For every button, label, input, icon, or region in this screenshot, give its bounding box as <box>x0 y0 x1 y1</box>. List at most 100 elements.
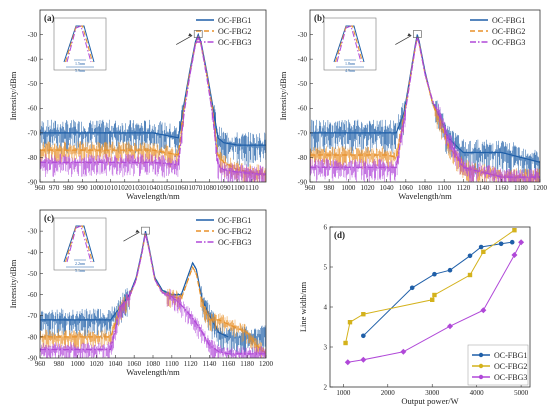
y-tick-label: -60 <box>28 105 38 113</box>
legend-entry: OC-FBG3 <box>218 238 251 247</box>
y-tick-label: -70 <box>28 129 38 137</box>
inset-arrow <box>123 231 140 242</box>
legend-marker <box>478 352 484 358</box>
y-tick-label: 3 <box>324 343 328 351</box>
legend: OC-FBG1 OC-FBG2 OC-FBG3 <box>196 16 251 47</box>
legend-entry: OC-FBG2 <box>492 27 525 36</box>
inset-arrow-head <box>407 33 412 37</box>
x-tick-label: 1200 <box>259 360 274 368</box>
y-tick-label: -50 <box>28 80 38 88</box>
x-axis-label: Wavelength/nm <box>126 191 180 201</box>
x-tick-label: 1090 <box>217 184 232 192</box>
y-tick-label: -70 <box>298 129 308 137</box>
y-tick-label: -30 <box>28 31 38 39</box>
data-point <box>478 244 484 250</box>
data-point <box>447 323 453 330</box>
x-tick-label: 1160 <box>221 360 235 368</box>
series-line-3 <box>310 36 540 178</box>
y-tick-label: -30 <box>298 31 308 39</box>
x-tick-label: 960 <box>35 360 46 368</box>
data-point <box>409 285 415 291</box>
x-tick-label: 1060 <box>127 360 142 368</box>
x-tick-label: 1030 <box>132 184 147 192</box>
panel-b: 960 980 1000 1020 1040 1060 1080 1100 1120 1140 11… <box>278 9 548 201</box>
y-tick-label: -50 <box>28 270 38 278</box>
inset-curve <box>65 225 93 263</box>
y-tick-label: -90 <box>298 178 308 186</box>
y-tick-label: -40 <box>28 249 38 257</box>
y-tick-label: -90 <box>28 178 38 186</box>
panel-a: 960 970 980 990 1000 1010 1020 1030 1040 1050 1060… <box>8 9 267 201</box>
plot-area <box>40 230 266 358</box>
x-tick-label: 1040 <box>146 184 161 192</box>
data-point <box>432 271 437 277</box>
x-tick-label: 980 <box>54 360 65 368</box>
y-tick-label: -60 <box>28 291 38 299</box>
inset-arrow <box>395 35 412 45</box>
x-axis-label: Output power/W <box>401 396 458 406</box>
x-tick-label: 1000 <box>71 360 86 368</box>
legend-entry: OC-FBG2 <box>218 27 251 36</box>
data-point <box>361 333 366 339</box>
series-line-2 <box>40 233 266 355</box>
x-tick-label: 1050 <box>160 184 175 192</box>
x-tick-label: 1020 <box>118 184 133 192</box>
x-tick-label: 1020 <box>90 360 105 368</box>
x-tick-label: 1080 <box>203 184 218 192</box>
x-axis-label: Wavelength/nm <box>126 367 180 377</box>
plot-area <box>40 32 266 182</box>
data-point <box>432 292 437 298</box>
x-tick-label: 2000 <box>381 389 396 397</box>
y-tick-label: 5 <box>324 263 328 271</box>
inset-curve <box>66 25 92 63</box>
x-tick-label: 980 <box>324 184 335 192</box>
legend-box <box>467 344 529 386</box>
y-tick-label: -50 <box>298 80 308 88</box>
x-tick-label: 1060 <box>174 184 189 192</box>
data-point <box>511 252 518 258</box>
x-axis-label: Wavelength/nm <box>398 191 452 201</box>
y-tick-label: -40 <box>298 56 308 64</box>
series-line-3 <box>347 241 522 363</box>
y-tick-label: 4 <box>324 303 328 311</box>
legend-entry: OC-FBG2 <box>218 227 251 236</box>
data-point <box>518 239 525 246</box>
x-tick-label: 1010 <box>104 184 119 192</box>
x-tick-label: 970 <box>49 184 60 192</box>
inset-curve <box>65 25 93 63</box>
y-axis-label: Intensity/dBm <box>8 259 18 308</box>
x-tick-label: 1080 <box>146 360 161 368</box>
series-line-1 <box>310 34 540 163</box>
x-tick-label: 1160 <box>495 184 509 192</box>
inset: 1.5nm 5.9nm <box>53 17 203 73</box>
y-tick-label: -70 <box>28 312 38 320</box>
x-tick-label: 960 <box>35 184 46 192</box>
x-tick-label: 5000 <box>514 389 529 397</box>
legend-marker <box>478 363 484 369</box>
inset-zoom-box <box>193 30 203 38</box>
x-tick-label: 1080 <box>418 184 433 192</box>
data-point <box>509 239 515 245</box>
inset-curve <box>336 25 362 63</box>
inset: 2.2nm 5.1nm <box>53 217 150 273</box>
y-tick-label: -80 <box>28 333 38 341</box>
data-point <box>498 241 504 247</box>
legend-entry: OC-FBG1 <box>494 351 527 360</box>
x-tick-label: 1180 <box>240 360 254 368</box>
plot-area <box>343 228 525 366</box>
panel-c: 960 980 1000 1020 1040 1060 1080 1100 1120 1140 11… <box>8 209 274 377</box>
inset-curve <box>335 25 363 63</box>
plot-area <box>310 34 540 182</box>
legend: OC-FBG1 OC-FBG2 OC-FBG3 <box>470 16 525 47</box>
data-point <box>430 297 435 302</box>
x-tick-label: 3000 <box>425 389 440 397</box>
y-tick-label: -80 <box>298 154 308 162</box>
x-tick-label: 1110 <box>245 184 259 192</box>
data-point <box>343 340 348 346</box>
series-line-1 <box>362 241 513 337</box>
x-tick-label: 1200 <box>533 184 548 192</box>
x-tick-label: 960 <box>305 184 316 192</box>
inset-zoom-box <box>141 226 150 235</box>
data-point <box>467 253 473 259</box>
data-point <box>361 312 366 317</box>
